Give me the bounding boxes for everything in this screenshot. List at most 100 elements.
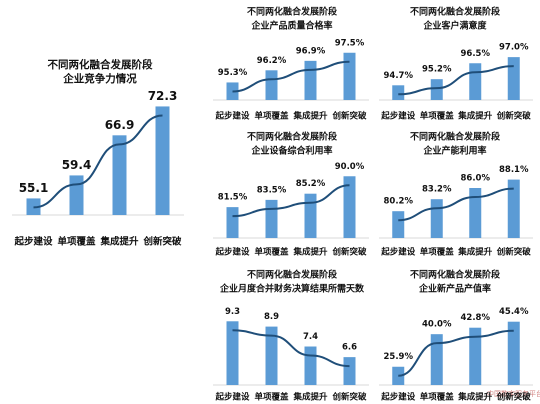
value-label: 88.1% bbox=[499, 165, 529, 175]
x-tick-label: 单项覆盖 bbox=[254, 247, 289, 258]
x-tick-label: 起步建设 bbox=[214, 111, 250, 122]
trend-line bbox=[398, 65, 514, 96]
bar bbox=[430, 79, 443, 100]
bar bbox=[507, 179, 520, 238]
bar bbox=[430, 334, 443, 385]
x-tick-label: 集成提升 bbox=[457, 111, 493, 122]
value-label: 42.8% bbox=[461, 313, 491, 323]
bar bbox=[392, 85, 405, 100]
value-label: 72.3 bbox=[148, 89, 178, 103]
watermark: 中国数字服务平台 bbox=[487, 389, 540, 398]
value-label: 95.2% bbox=[422, 65, 452, 75]
x-tick-label: 集成提升 bbox=[457, 247, 493, 258]
value-label: 45.4% bbox=[499, 307, 529, 317]
value-label: 66.9 bbox=[105, 118, 135, 132]
value-label: 86.0% bbox=[461, 174, 491, 184]
value-label: 94.7% bbox=[384, 71, 414, 81]
trend-line bbox=[232, 184, 350, 218]
bar bbox=[304, 60, 317, 100]
trend-line bbox=[232, 60, 350, 93]
bar bbox=[226, 321, 239, 385]
x-tick-label: 创新突破 bbox=[331, 392, 367, 403]
x-tick-label: 起步建设 bbox=[13, 236, 53, 248]
x-tick-label: 创新突破 bbox=[496, 392, 532, 403]
x-tick-label: 单项覆盖 bbox=[57, 236, 96, 248]
value-label: 83.2% bbox=[422, 185, 452, 195]
chart-title: 不同两化融合发展阶段 bbox=[410, 131, 501, 143]
bar bbox=[69, 175, 84, 215]
value-label: 40.0% bbox=[422, 320, 452, 330]
bar bbox=[343, 357, 356, 385]
x-tick-label: 起步建设 bbox=[214, 392, 250, 403]
x-tick-label: 集成提升 bbox=[457, 392, 493, 403]
value-label: 81.5% bbox=[218, 193, 248, 203]
chart-title: 企业产能利用率 bbox=[422, 145, 486, 157]
trend-line bbox=[33, 114, 163, 209]
value-label: 25.9% bbox=[384, 352, 414, 362]
trend-line bbox=[398, 329, 514, 377]
x-tick-label: 创新突破 bbox=[331, 247, 367, 258]
x-tick-label: 起步建设 bbox=[380, 111, 416, 122]
value-label: 80.2% bbox=[384, 197, 414, 207]
chart-title: 不同两化融合发展阶段 bbox=[48, 58, 153, 71]
x-tick-label: 集成提升 bbox=[292, 111, 328, 122]
value-label: 96.5% bbox=[461, 49, 491, 59]
chart-title: 企业客户满意度 bbox=[422, 20, 487, 32]
value-label: 90.0% bbox=[335, 162, 365, 172]
chart-title: 不同两化融合发展阶段 bbox=[410, 6, 501, 18]
value-label: 9.3 bbox=[225, 307, 240, 317]
chart-title: 企业产品质量合格率 bbox=[250, 20, 332, 32]
bar bbox=[265, 199, 278, 238]
value-label: 97.0% bbox=[499, 43, 529, 53]
chart-title: 不同两化融合发展阶段 bbox=[247, 131, 338, 143]
bar bbox=[265, 326, 278, 385]
value-label: 96.9% bbox=[296, 46, 326, 56]
chart-title: 不同两化融合发展阶段 bbox=[247, 6, 338, 18]
x-tick-label: 创新突破 bbox=[142, 236, 182, 248]
x-tick-label: 集成提升 bbox=[292, 247, 328, 258]
chart-title: 不同两化融合发展阶段 bbox=[247, 269, 338, 281]
value-label: 7.4 bbox=[303, 332, 318, 342]
bar bbox=[265, 70, 278, 100]
x-tick-label: 起步建设 bbox=[214, 247, 250, 258]
bar bbox=[343, 52, 356, 100]
value-label: 96.2% bbox=[257, 56, 287, 66]
bar bbox=[155, 106, 170, 215]
x-tick-label: 集成提升 bbox=[292, 392, 328, 403]
chart-title: 企业设备综合利用率 bbox=[250, 145, 332, 157]
x-tick-label: 起步建设 bbox=[380, 247, 416, 258]
chart-title: 企业新产品产值率 bbox=[418, 283, 491, 295]
bar bbox=[304, 346, 317, 385]
bar bbox=[392, 211, 405, 238]
chart-title: 企业竞争力情况 bbox=[62, 72, 137, 85]
bar bbox=[469, 188, 482, 238]
x-tick-label: 单项覆盖 bbox=[420, 247, 455, 258]
chart-title: 企业月度合并财务决算结果所需天数 bbox=[219, 283, 365, 295]
x-tick-label: 单项覆盖 bbox=[254, 111, 289, 122]
x-tick-label: 集成提升 bbox=[99, 236, 139, 248]
value-label: 59.4 bbox=[62, 158, 92, 172]
x-tick-label: 创新突破 bbox=[496, 247, 532, 258]
x-tick-label: 单项覆盖 bbox=[420, 111, 455, 122]
value-label: 83.5% bbox=[257, 185, 287, 195]
bar bbox=[469, 63, 482, 100]
x-tick-label: 单项覆盖 bbox=[420, 392, 455, 403]
value-label: 95.3% bbox=[218, 68, 248, 78]
value-label: 85.2% bbox=[296, 179, 326, 189]
trend-line bbox=[398, 187, 514, 222]
chart-title: 不同两化融合发展阶段 bbox=[410, 269, 501, 281]
value-label: 8.9 bbox=[264, 312, 279, 322]
bar bbox=[430, 199, 443, 238]
bar bbox=[469, 327, 482, 385]
value-label: 55.1 bbox=[19, 181, 49, 195]
x-tick-label: 单项覆盖 bbox=[254, 392, 289, 403]
bar bbox=[507, 57, 520, 100]
value-label: 97.5% bbox=[335, 38, 365, 48]
bar bbox=[304, 193, 317, 238]
x-tick-label: 起步建设 bbox=[380, 392, 416, 403]
bar bbox=[226, 207, 239, 238]
x-tick-label: 创新突破 bbox=[331, 111, 367, 122]
x-tick-label: 创新突破 bbox=[496, 111, 532, 122]
bar bbox=[343, 176, 356, 238]
